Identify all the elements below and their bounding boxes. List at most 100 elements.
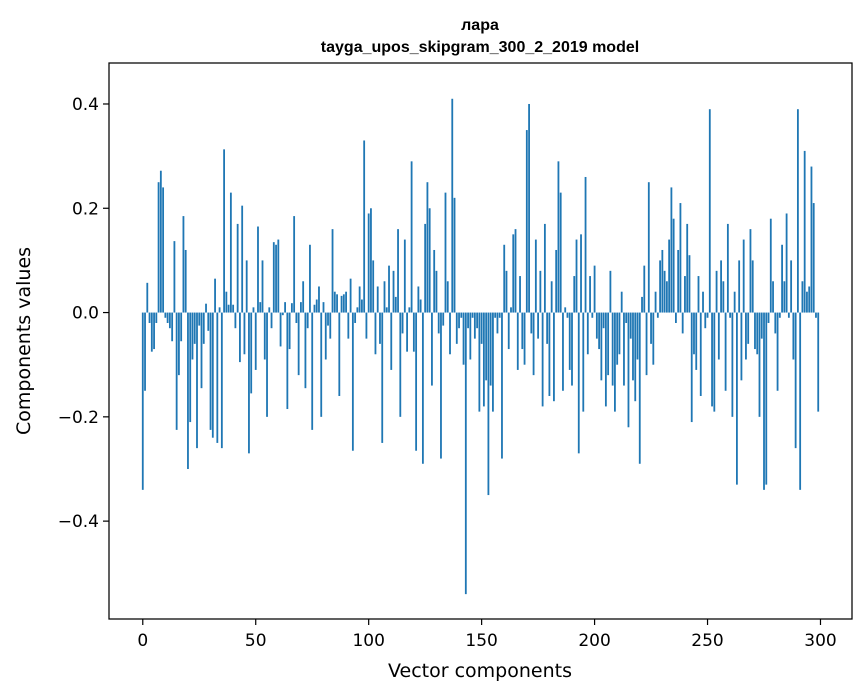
bar-23 [193, 312, 196, 344]
bar-123 [419, 299, 422, 313]
bar-198 [589, 276, 591, 313]
bar-225 [650, 312, 652, 344]
bar-295 [808, 286, 811, 313]
bar-160 [503, 244, 506, 313]
bar-294 [806, 291, 808, 313]
bar-59 [275, 244, 277, 313]
bar-149 [478, 312, 481, 412]
bar-91 [347, 312, 350, 339]
x-tick-label: 100 [352, 631, 384, 651]
bar-13 [171, 312, 174, 342]
bar-280 [774, 312, 777, 334]
bar-36 [223, 149, 225, 313]
bar-134 [444, 192, 447, 313]
bar-216 [629, 312, 632, 339]
bar-138 [453, 197, 456, 313]
bar-92 [349, 278, 352, 313]
bar-201 [595, 312, 598, 339]
bar-240 [684, 276, 686, 313]
bar-145 [469, 312, 472, 360]
bar-234 [670, 187, 673, 313]
bar-195 [582, 312, 585, 412]
bar-224 [647, 182, 650, 313]
bar-274 [760, 312, 763, 339]
bar-82 [327, 312, 329, 326]
bar-41 [234, 312, 237, 329]
bar-78 [318, 286, 320, 313]
bar-252 [711, 312, 713, 407]
bars-group [141, 98, 820, 595]
bar-161 [505, 270, 508, 313]
bar-209 [614, 312, 616, 412]
bar-257 [722, 281, 725, 313]
y-tick-label: 0.2 [72, 199, 99, 219]
bar-21 [189, 312, 192, 423]
bar-44 [241, 205, 244, 313]
bar-33 [216, 312, 219, 443]
bar-217 [632, 312, 634, 381]
bar-83 [329, 312, 332, 339]
bar-166 [516, 312, 519, 370]
bar-277 [767, 312, 770, 323]
bar-148 [476, 312, 479, 329]
bar-191 [573, 276, 576, 313]
bar-197 [586, 312, 589, 355]
bar-80 [322, 302, 325, 313]
chart-title: лара [461, 17, 499, 34]
bar-66 [290, 303, 293, 313]
x-tick-label: 0 [137, 631, 148, 651]
bar-61 [279, 312, 282, 347]
bar-214 [625, 312, 628, 323]
bar-12 [168, 312, 171, 329]
bar-128 [431, 312, 433, 386]
bar-269 [749, 229, 752, 313]
bar-285 [785, 213, 788, 313]
bar-53 [261, 260, 264, 313]
bar-151 [482, 312, 485, 407]
bar-297 [812, 203, 815, 313]
bar-230 [661, 249, 664, 313]
y-tick-label: −0.2 [58, 408, 99, 428]
bar-258 [724, 312, 727, 391]
bar-174 [534, 239, 537, 313]
bar-221 [641, 296, 643, 313]
bar-140 [458, 312, 460, 329]
bar-17 [180, 312, 183, 342]
y-tick-label: −0.4 [58, 512, 99, 532]
bar-115 [401, 312, 404, 334]
bar-179 [546, 312, 549, 344]
bar-229 [659, 260, 661, 313]
bar-181 [550, 281, 553, 313]
x-tick-label: 300 [804, 631, 836, 651]
bar-207 [609, 270, 612, 313]
bar-37 [225, 291, 228, 313]
bar-117 [406, 312, 408, 352]
bar-97 [361, 299, 363, 313]
bar-169 [523, 312, 526, 365]
bar-208 [611, 312, 614, 386]
bar-268 [747, 312, 750, 344]
bar-173 [532, 312, 535, 376]
bar-153 [487, 312, 490, 496]
bar-196 [584, 176, 587, 313]
bar-281 [776, 312, 779, 391]
bar-6 [155, 312, 158, 323]
bar-278 [769, 218, 772, 313]
bar-239 [681, 312, 684, 334]
bar-130 [435, 270, 438, 313]
bar-242 [688, 255, 691, 313]
bar-187 [564, 307, 567, 313]
bar-56 [268, 307, 271, 313]
bar-20 [187, 312, 189, 469]
bar-275 [763, 312, 765, 490]
bar-106 [381, 312, 384, 443]
bar-50 [254, 312, 257, 370]
bar-186 [562, 312, 564, 391]
bar-38 [227, 304, 230, 313]
bar-19 [184, 249, 187, 313]
bar-48 [250, 312, 253, 394]
bar-107 [383, 281, 386, 313]
bar-69 [297, 312, 300, 376]
bar-235 [672, 218, 675, 313]
bar-260 [729, 312, 732, 318]
